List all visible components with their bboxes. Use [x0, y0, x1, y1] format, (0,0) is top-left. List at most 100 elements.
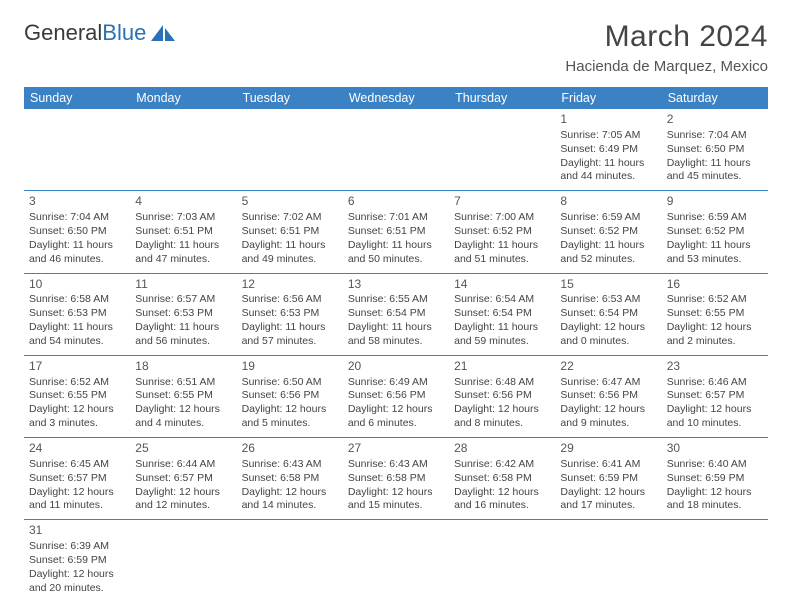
day-number: 24	[29, 441, 125, 457]
calendar-cell: 8Sunrise: 6:59 AMSunset: 6:52 PMDaylight…	[555, 191, 661, 273]
calendar-cell	[130, 109, 236, 191]
dl2-text: and 4 minutes.	[135, 417, 231, 431]
sunset-text: Sunset: 6:59 PM	[29, 554, 125, 568]
day-number: 19	[242, 359, 338, 375]
sunset-text: Sunset: 6:53 PM	[29, 307, 125, 321]
day-number: 18	[135, 359, 231, 375]
sunset-text: Sunset: 6:53 PM	[135, 307, 231, 321]
dl1-text: Daylight: 12 hours	[560, 486, 656, 500]
calendar-cell: 20Sunrise: 6:49 AMSunset: 6:56 PMDayligh…	[343, 355, 449, 437]
calendar-row: 3Sunrise: 7:04 AMSunset: 6:50 PMDaylight…	[24, 191, 768, 273]
dl1-text: Daylight: 11 hours	[348, 239, 444, 253]
dl1-text: Daylight: 12 hours	[454, 403, 550, 417]
logo-text-2: Blue	[102, 20, 146, 46]
dl1-text: Daylight: 11 hours	[454, 239, 550, 253]
weekday-header: Wednesday	[343, 87, 449, 109]
calendar-cell: 13Sunrise: 6:55 AMSunset: 6:54 PMDayligh…	[343, 273, 449, 355]
sunrise-text: Sunrise: 6:47 AM	[560, 376, 656, 390]
weekday-header: Saturday	[662, 87, 768, 109]
header-right: March 2024 Hacienda de Marquez, Mexico	[565, 20, 768, 75]
calendar-cell	[237, 520, 343, 602]
sunrise-text: Sunrise: 6:42 AM	[454, 458, 550, 472]
calendar-cell: 28Sunrise: 6:42 AMSunset: 6:58 PMDayligh…	[449, 438, 555, 520]
sunrise-text: Sunrise: 7:04 AM	[667, 129, 763, 143]
dl2-text: and 45 minutes.	[667, 170, 763, 184]
sunrise-text: Sunrise: 7:03 AM	[135, 211, 231, 225]
day-number: 21	[454, 359, 550, 375]
sunrise-text: Sunrise: 6:50 AM	[242, 376, 338, 390]
calendar-cell: 25Sunrise: 6:44 AMSunset: 6:57 PMDayligh…	[130, 438, 236, 520]
calendar-cell	[662, 520, 768, 602]
day-number: 11	[135, 277, 231, 293]
calendar-cell	[24, 109, 130, 191]
dl1-text: Daylight: 12 hours	[242, 403, 338, 417]
day-number: 4	[135, 194, 231, 210]
dl2-text: and 0 minutes.	[560, 335, 656, 349]
weekday-header: Thursday	[449, 87, 555, 109]
dl2-text: and 11 minutes.	[29, 499, 125, 513]
dl2-text: and 44 minutes.	[560, 170, 656, 184]
calendar-cell: 7Sunrise: 7:00 AMSunset: 6:52 PMDaylight…	[449, 191, 555, 273]
day-number: 17	[29, 359, 125, 375]
sunset-text: Sunset: 6:54 PM	[560, 307, 656, 321]
sunrise-text: Sunrise: 6:46 AM	[667, 376, 763, 390]
dl1-text: Daylight: 11 hours	[135, 321, 231, 335]
dl2-text: and 53 minutes.	[667, 253, 763, 267]
day-number: 14	[454, 277, 550, 293]
day-number: 20	[348, 359, 444, 375]
dl1-text: Daylight: 12 hours	[29, 568, 125, 582]
month-title: March 2024	[565, 20, 768, 54]
dl2-text: and 52 minutes.	[560, 253, 656, 267]
sunset-text: Sunset: 6:51 PM	[242, 225, 338, 239]
sunrise-text: Sunrise: 6:57 AM	[135, 293, 231, 307]
dl2-text: and 18 minutes.	[667, 499, 763, 513]
dl1-text: Daylight: 11 hours	[667, 157, 763, 171]
sunrise-text: Sunrise: 7:04 AM	[29, 211, 125, 225]
calendar-cell: 9Sunrise: 6:59 AMSunset: 6:52 PMDaylight…	[662, 191, 768, 273]
calendar-row: 1Sunrise: 7:05 AMSunset: 6:49 PMDaylight…	[24, 109, 768, 191]
dl2-text: and 14 minutes.	[242, 499, 338, 513]
calendar-cell: 17Sunrise: 6:52 AMSunset: 6:55 PMDayligh…	[24, 355, 130, 437]
day-number: 7	[454, 194, 550, 210]
calendar-cell: 3Sunrise: 7:04 AMSunset: 6:50 PMDaylight…	[24, 191, 130, 273]
calendar-cell	[130, 520, 236, 602]
logo: GeneralBlue	[24, 20, 179, 46]
calendar-cell: 4Sunrise: 7:03 AMSunset: 6:51 PMDaylight…	[130, 191, 236, 273]
day-number: 26	[242, 441, 338, 457]
day-number: 10	[29, 277, 125, 293]
sunrise-text: Sunrise: 7:02 AM	[242, 211, 338, 225]
sunset-text: Sunset: 6:56 PM	[454, 389, 550, 403]
sunset-text: Sunset: 6:58 PM	[348, 472, 444, 486]
weekday-header: Sunday	[24, 87, 130, 109]
sunset-text: Sunset: 6:55 PM	[667, 307, 763, 321]
day-number: 28	[454, 441, 550, 457]
calendar-cell	[343, 109, 449, 191]
sunset-text: Sunset: 6:55 PM	[29, 389, 125, 403]
sunset-text: Sunset: 6:55 PM	[135, 389, 231, 403]
calendar-cell: 21Sunrise: 6:48 AMSunset: 6:56 PMDayligh…	[449, 355, 555, 437]
day-number: 25	[135, 441, 231, 457]
weekday-header-row: SundayMondayTuesdayWednesdayThursdayFrid…	[24, 87, 768, 109]
location-label: Hacienda de Marquez, Mexico	[565, 58, 768, 75]
day-number: 6	[348, 194, 444, 210]
weekday-header: Monday	[130, 87, 236, 109]
calendar-row: 31Sunrise: 6:39 AMSunset: 6:59 PMDayligh…	[24, 520, 768, 602]
sunrise-text: Sunrise: 6:51 AM	[135, 376, 231, 390]
calendar-cell: 18Sunrise: 6:51 AMSunset: 6:55 PMDayligh…	[130, 355, 236, 437]
dl1-text: Daylight: 11 hours	[29, 321, 125, 335]
calendar-row: 17Sunrise: 6:52 AMSunset: 6:55 PMDayligh…	[24, 355, 768, 437]
day-number: 27	[348, 441, 444, 457]
dl2-text: and 46 minutes.	[29, 253, 125, 267]
dl2-text: and 57 minutes.	[242, 335, 338, 349]
day-number: 3	[29, 194, 125, 210]
sunrise-text: Sunrise: 6:41 AM	[560, 458, 656, 472]
sunrise-text: Sunrise: 6:44 AM	[135, 458, 231, 472]
calendar-cell: 14Sunrise: 6:54 AMSunset: 6:54 PMDayligh…	[449, 273, 555, 355]
sunset-text: Sunset: 6:57 PM	[667, 389, 763, 403]
calendar-cell: 31Sunrise: 6:39 AMSunset: 6:59 PMDayligh…	[24, 520, 130, 602]
sunset-text: Sunset: 6:58 PM	[242, 472, 338, 486]
dl1-text: Daylight: 11 hours	[560, 239, 656, 253]
calendar-cell	[343, 520, 449, 602]
calendar-cell	[449, 109, 555, 191]
calendar-cell: 22Sunrise: 6:47 AMSunset: 6:56 PMDayligh…	[555, 355, 661, 437]
